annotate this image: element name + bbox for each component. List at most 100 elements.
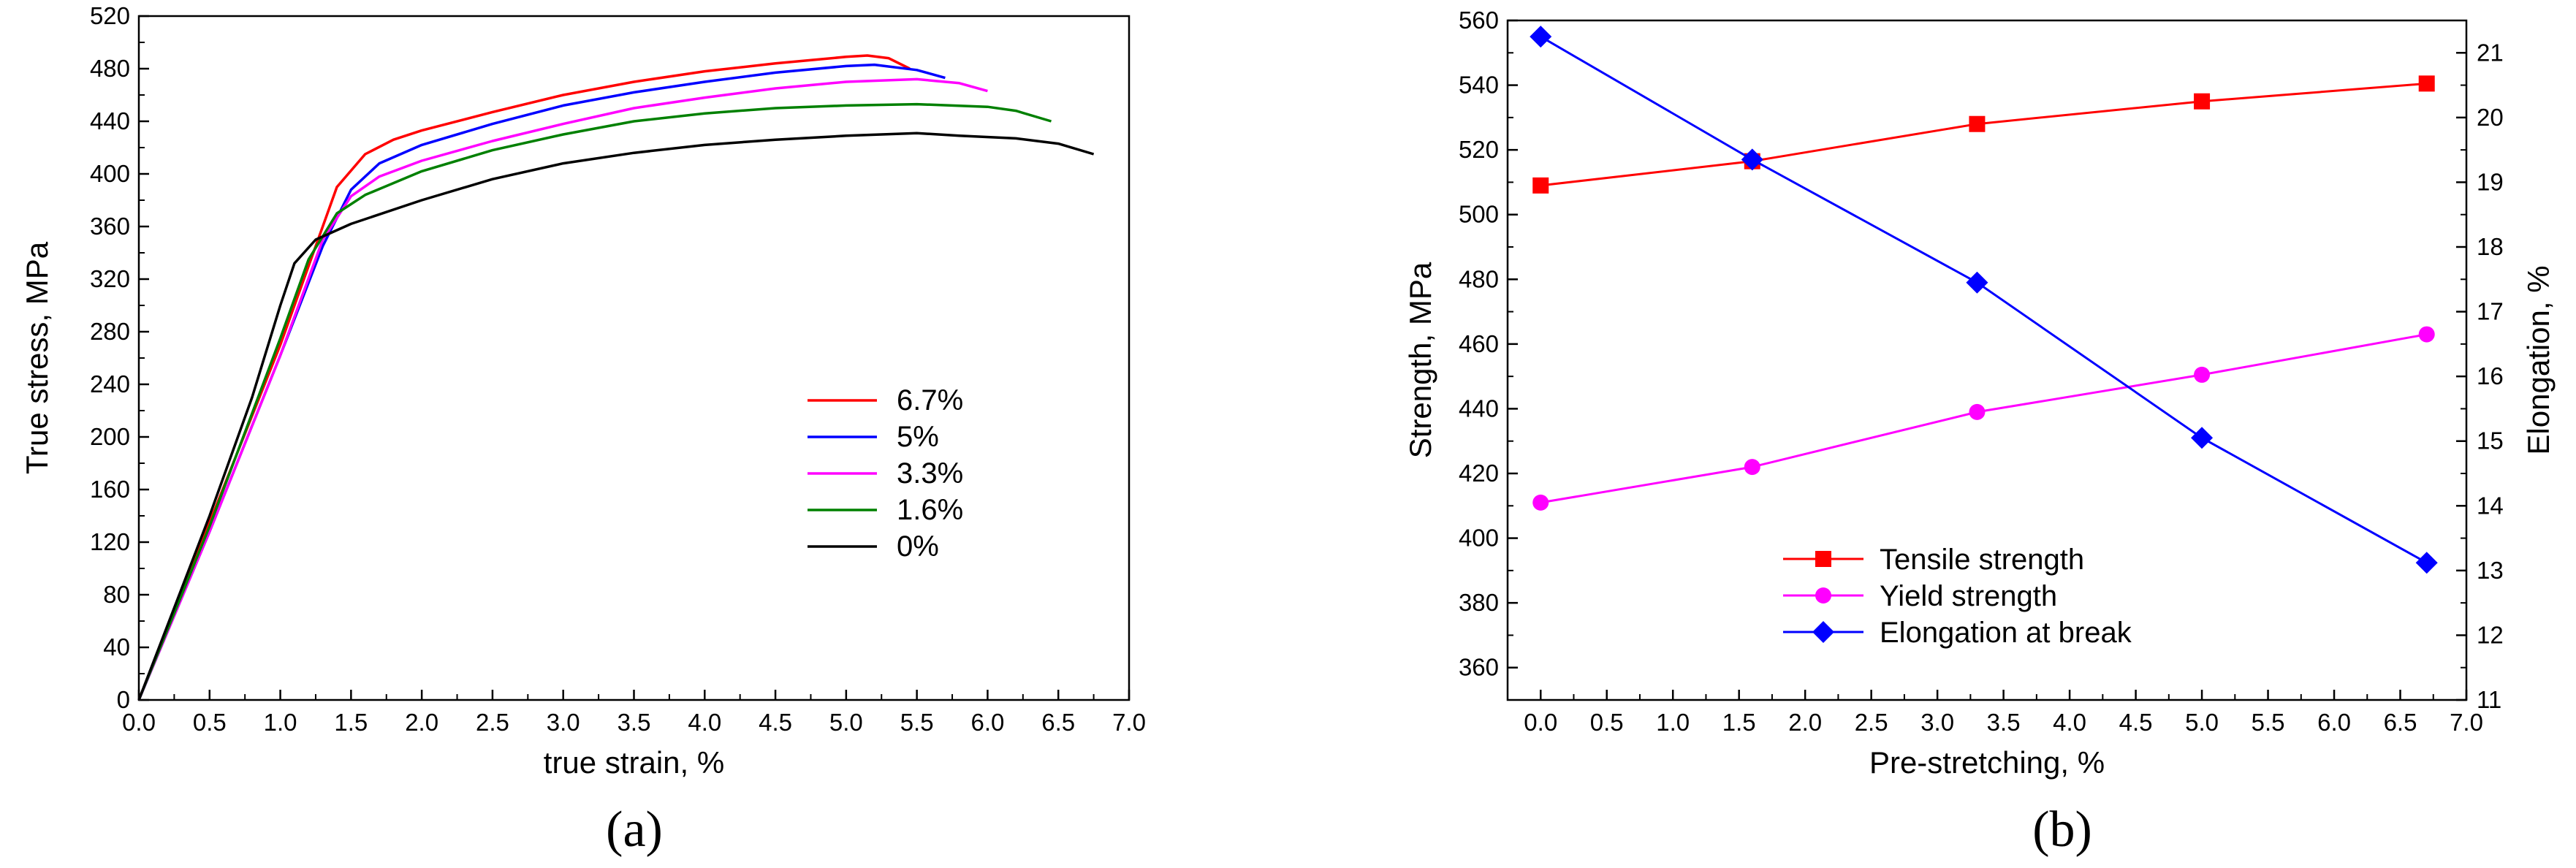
data-point-b <box>2191 427 2214 449</box>
x-tick-label-b: 0.0 <box>1524 709 1557 736</box>
y-tick-label-a: 280 <box>90 318 130 345</box>
y-tick-label-a: 440 <box>90 107 130 134</box>
y-tick-label-a: 480 <box>90 55 130 82</box>
x-tick-label-a: 3.5 <box>618 709 651 736</box>
data-point-b <box>1969 403 1986 420</box>
y2-tick-label-b: 15 <box>2477 427 2504 454</box>
legend-label-b: Yield strength <box>1880 580 2057 612</box>
y-tick-label-a: 400 <box>90 160 130 187</box>
data-point-b <box>2418 75 2435 92</box>
y-tick-label-a: 40 <box>103 633 130 660</box>
x-tick-label-b: 3.5 <box>1987 709 2021 736</box>
y-tick-label-b: 380 <box>1459 589 1499 616</box>
y2-axis-label-b: Elongation, % <box>2521 265 2556 454</box>
x-tick-label-a: 6.0 <box>970 709 1004 736</box>
x-tick-label-b: 2.5 <box>1855 709 1888 736</box>
y-tick-label-b: 520 <box>1459 136 1499 163</box>
y-tick-label-b: 360 <box>1459 654 1499 681</box>
x-tick-label-a: 4.0 <box>688 709 721 736</box>
series-line-b <box>1540 35 2428 564</box>
legend-label-a: 3.3% <box>897 457 963 490</box>
panel-a: 0.0 0.5 1.0 1.5 2.0 2.5 3.0 3.5 4.0 4.5 5.0 5.5 6.0 6… <box>20 2 1146 858</box>
x-tick-label-a: 5.5 <box>900 709 934 736</box>
x-tick-label-b: 5.5 <box>2252 709 2285 736</box>
x-tick-label-a: 7.0 <box>1112 709 1146 736</box>
data-point-b <box>1532 494 1549 511</box>
y2-tick-label-b: 18 <box>2477 233 2504 260</box>
series-line-a <box>137 54 911 701</box>
x-tick-label-b: 6.5 <box>2384 709 2417 736</box>
y-tick-label-a: 0 <box>117 686 130 713</box>
data-point-b <box>1741 148 1763 171</box>
y-tick-label-b: 560 <box>1459 7 1499 34</box>
y2-tick-label-b: 13 <box>2477 557 2504 584</box>
legend-marker-b <box>1815 587 1831 604</box>
legend-marker-b <box>1815 551 1831 567</box>
y2-tick-label-b: 12 <box>2477 621 2504 648</box>
y2-tick-label-b: 11 <box>2477 686 2501 713</box>
y-tick-label-a: 520 <box>90 2 130 29</box>
y2-tick-label-b: 14 <box>2477 492 2504 519</box>
x-tick-label-a: 1.0 <box>264 709 297 736</box>
legend-label-b: Tensile strength <box>1880 544 2084 576</box>
y-axis-label-b: Strength, MPa <box>1403 262 1437 458</box>
x-tick-label-a: 4.5 <box>759 709 792 736</box>
y2-tick-label-b: 19 <box>2477 168 2504 195</box>
y-tick-label-b: 420 <box>1459 460 1499 487</box>
y2-tick-label-b: 20 <box>2477 104 2504 131</box>
x-axis-label-a: true strain, % <box>544 745 724 780</box>
y-axis-label-a: True stress, MPa <box>20 241 54 474</box>
x-tick-label-a: 3.0 <box>547 709 580 736</box>
x-tick-label-a: 1.5 <box>334 709 368 736</box>
legend-label-a: 0% <box>897 530 939 563</box>
plot-frame-b <box>1506 19 2468 701</box>
x-tick-label-b: 7.0 <box>2450 709 2483 736</box>
plot-frame-a <box>137 15 1131 701</box>
x-tick-label-b: 0.5 <box>1590 709 1624 736</box>
data-point-b <box>1530 26 1552 48</box>
x-tick-label-b: 4.5 <box>2119 709 2153 736</box>
legend-label-a: 6.7% <box>897 384 963 416</box>
y-tick-label-b: 480 <box>1459 265 1499 292</box>
legend-label-b: Elongation at break <box>1880 617 2132 649</box>
x-tick-label-b: 4.0 <box>2053 709 2086 736</box>
data-point-b <box>2194 366 2211 383</box>
x-tick-label-b: 3.0 <box>1920 709 1954 736</box>
data-point-b <box>2418 326 2435 343</box>
y-tick-label-a: 200 <box>90 423 130 450</box>
x-tick-label-a: 2.5 <box>476 709 509 736</box>
x-tick-label-b: 2.0 <box>1788 709 1822 736</box>
x-tick-label-b: 5.0 <box>2185 709 2219 736</box>
panel-label-b: (b) <box>2032 802 2092 858</box>
x-tick-label-a: 0.5 <box>193 709 227 736</box>
series-line-b <box>1540 82 2427 187</box>
series-line-a <box>137 132 1095 701</box>
series-line-a <box>137 102 1052 701</box>
x-tick-label-b: 1.0 <box>1656 709 1690 736</box>
legend-label-a: 5% <box>897 421 939 453</box>
series-line-a <box>137 77 988 701</box>
data-point-b <box>2415 552 2438 574</box>
y-tick-label-a: 160 <box>90 476 130 503</box>
y-tick-label-b: 500 <box>1459 201 1499 228</box>
series-line-b <box>1540 333 2427 504</box>
y-tick-label-b: 440 <box>1459 395 1499 422</box>
y-tick-label-a: 80 <box>103 581 130 608</box>
legend-marker-b <box>1812 621 1834 643</box>
y-tick-label-a: 320 <box>90 265 130 292</box>
y-tick-label-a: 240 <box>90 370 130 397</box>
y-tick-label-b: 540 <box>1459 72 1499 99</box>
x-tick-label-b: 6.0 <box>2317 709 2351 736</box>
x-tick-label-a: 5.0 <box>829 709 863 736</box>
y-tick-label-b: 460 <box>1459 330 1499 357</box>
panel-b: 0.0 0.5 1.0 1.5 2.0 2.5 3.0 3.5 4.0 4.5 5.0 5.5 6.0 6… <box>1403 7 2556 858</box>
panel-label-a: (a) <box>606 802 663 858</box>
data-point-b <box>1969 115 1986 132</box>
x-tick-label-b: 1.5 <box>1722 709 1756 736</box>
x-tick-label-a: 6.5 <box>1041 709 1075 736</box>
y-tick-label-a: 360 <box>90 213 130 240</box>
data-point-b <box>1532 177 1549 194</box>
y-tick-label-a: 120 <box>90 528 130 555</box>
